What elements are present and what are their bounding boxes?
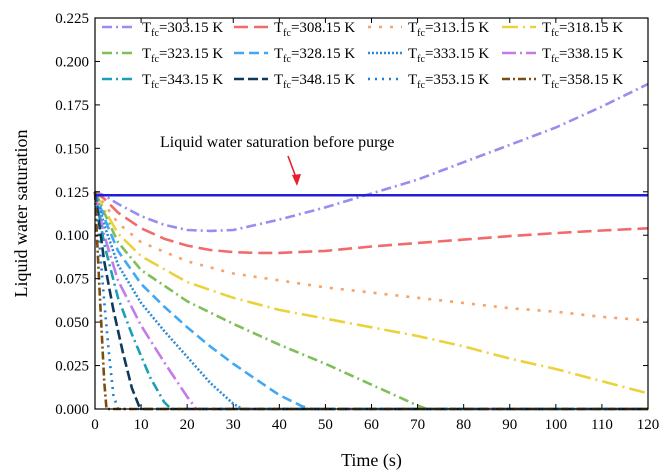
series-line-5 <box>93 191 648 411</box>
axes-layer: 0 10 20 30 40 50 60 70 80 90 100 110 120 0.000 0.025 0.… <box>55 11 659 433</box>
y-tick-label: 0.075 <box>55 272 89 288</box>
annotation-arrow <box>287 155 301 186</box>
legend-label-12: Tfc=358.15 K <box>542 72 623 91</box>
series-line-11 <box>93 191 648 411</box>
x-tick-label: 40 <box>272 417 287 433</box>
series-line-1 <box>94 82 649 233</box>
series-line-2 <box>94 190 649 255</box>
legend-label-6: Tfc=328.15 K <box>274 46 355 65</box>
x-tick-label: 70 <box>410 417 425 433</box>
x-tick-label: 50 <box>318 417 333 433</box>
legend-label-10: Tfc=348.15 K <box>274 72 355 91</box>
legend-label-5: Tfc=323.15 K <box>142 46 223 65</box>
series-line-9 <box>93 191 648 411</box>
x-tick-label: 10 <box>134 417 149 433</box>
x-tick-label: 60 <box>364 417 379 433</box>
legend-label-1: Tfc=303.15 K <box>142 20 223 39</box>
series-layer <box>93 82 649 411</box>
y-axis-label: Liquid water saturation <box>11 130 31 298</box>
y-tick-label: 0.175 <box>55 98 89 114</box>
x-tick-label: 90 <box>502 417 517 433</box>
x-axis-label: Time (s) <box>341 450 402 471</box>
reference-annotation: Liquid water saturation before purge <box>160 134 394 151</box>
y-tick-label: 0.200 <box>55 54 89 70</box>
arrow-head <box>292 174 301 186</box>
legend-label-7: Tfc=333.15 K <box>408 46 489 65</box>
legend-label-9: Tfc=343.15 K <box>142 72 223 91</box>
series-line-12 <box>93 191 648 411</box>
y-tick-label: 0.225 <box>55 11 89 27</box>
legend-label-2: Tfc=308.15 K <box>274 20 355 39</box>
y-tick-label: 0.025 <box>55 359 89 375</box>
x-tick-label: 110 <box>591 417 613 433</box>
x-tick-label: 0 <box>91 417 99 433</box>
y-tick-label: 0.050 <box>55 315 89 331</box>
x-tick-label: 30 <box>226 417 241 433</box>
x-tick-label: 80 <box>456 417 471 433</box>
y-tick-label: 0.150 <box>55 141 89 157</box>
plot-frame <box>94 17 649 410</box>
x-tick-label: 120 <box>637 417 660 433</box>
series-line-4 <box>93 191 649 395</box>
series-line-7 <box>93 191 648 411</box>
legend-label-11: Tfc=353.15 K <box>408 72 489 91</box>
y-tick-label: 0.000 <box>55 402 89 418</box>
y-tick-label: 0.100 <box>55 228 89 244</box>
legend-label-3: Tfc=313.15 K <box>408 20 489 39</box>
series-line-8 <box>93 191 648 411</box>
x-tick-label: 100 <box>545 417 568 433</box>
legend-label-8: Tfc=338.15 K <box>542 46 623 65</box>
legend-label-4: Tfc=318.15 K <box>542 20 623 39</box>
x-tick-label: 20 <box>180 417 195 433</box>
series-line-6 <box>93 191 648 411</box>
series-line-10 <box>93 191 648 411</box>
y-tick-label: 0.125 <box>55 185 89 201</box>
series-line-3 <box>93 191 649 322</box>
legend: Tfc=303.15 K Tfc=308.15 K Tfc=313.15 K Tfc=… <box>102 20 623 91</box>
